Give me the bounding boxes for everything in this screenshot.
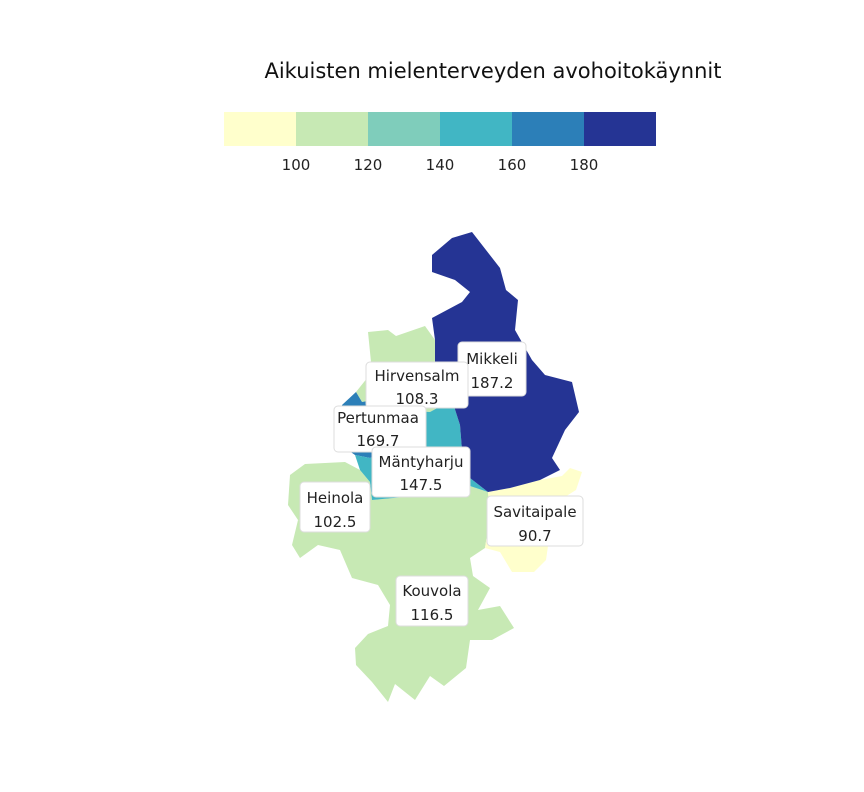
legend-swatch-2 [296, 112, 369, 146]
legend-tick: 140 [426, 156, 455, 174]
legend-swatch-3 [368, 112, 441, 146]
color-legend: 100 120 140 160 180 [224, 112, 656, 174]
legend-tick: 100 [282, 156, 311, 174]
label-kouvola: Kouvola 116.5 [395, 575, 469, 627]
legend-swatch-6 [584, 112, 656, 146]
label-name: Mikkeli [466, 350, 518, 368]
label-name: Heinola [307, 489, 364, 507]
legend-tick: 180 [570, 156, 599, 174]
label-value: 187.2 [471, 374, 514, 392]
legend-swatch-1 [224, 112, 297, 146]
region-labels: Mikkeli 187.2 Hirvensalm 108.3 Pertunmaa… [299, 341, 584, 627]
legend-tick: 120 [354, 156, 383, 174]
label-name: Hirvensalm [374, 367, 459, 385]
label-heinola: Heinola 102.5 [299, 481, 371, 533]
label-value: 102.5 [314, 513, 357, 531]
label-name: Savitaipale [493, 503, 576, 521]
legend-tick: 160 [498, 156, 527, 174]
label-mikkeli: Mikkeli 187.2 [457, 341, 527, 397]
label-name: Pertunmaa [337, 409, 419, 427]
label-value: 116.5 [411, 606, 454, 624]
label-pertunmaa: Pertunmaa 169.7 [333, 405, 427, 453]
label-value: 169.7 [357, 432, 400, 450]
label-value: 108.3 [396, 390, 439, 408]
label-name: Mäntyharju [379, 453, 464, 471]
label-value: 147.5 [400, 476, 443, 494]
label-mantyharju: Mäntyharju 147.5 [371, 446, 471, 498]
legend-swatch-4 [440, 112, 513, 146]
label-savitaipale: Savitaipale 90.7 [486, 495, 584, 547]
legend-swatch-5 [512, 112, 585, 146]
label-value: 90.7 [518, 527, 551, 545]
label-name: Kouvola [402, 582, 461, 600]
map-title: Aikuisten mielenterveyden avohoitokäynni… [264, 59, 721, 83]
label-hirvensalmi: Hirvensalm 108.3 [365, 361, 469, 409]
